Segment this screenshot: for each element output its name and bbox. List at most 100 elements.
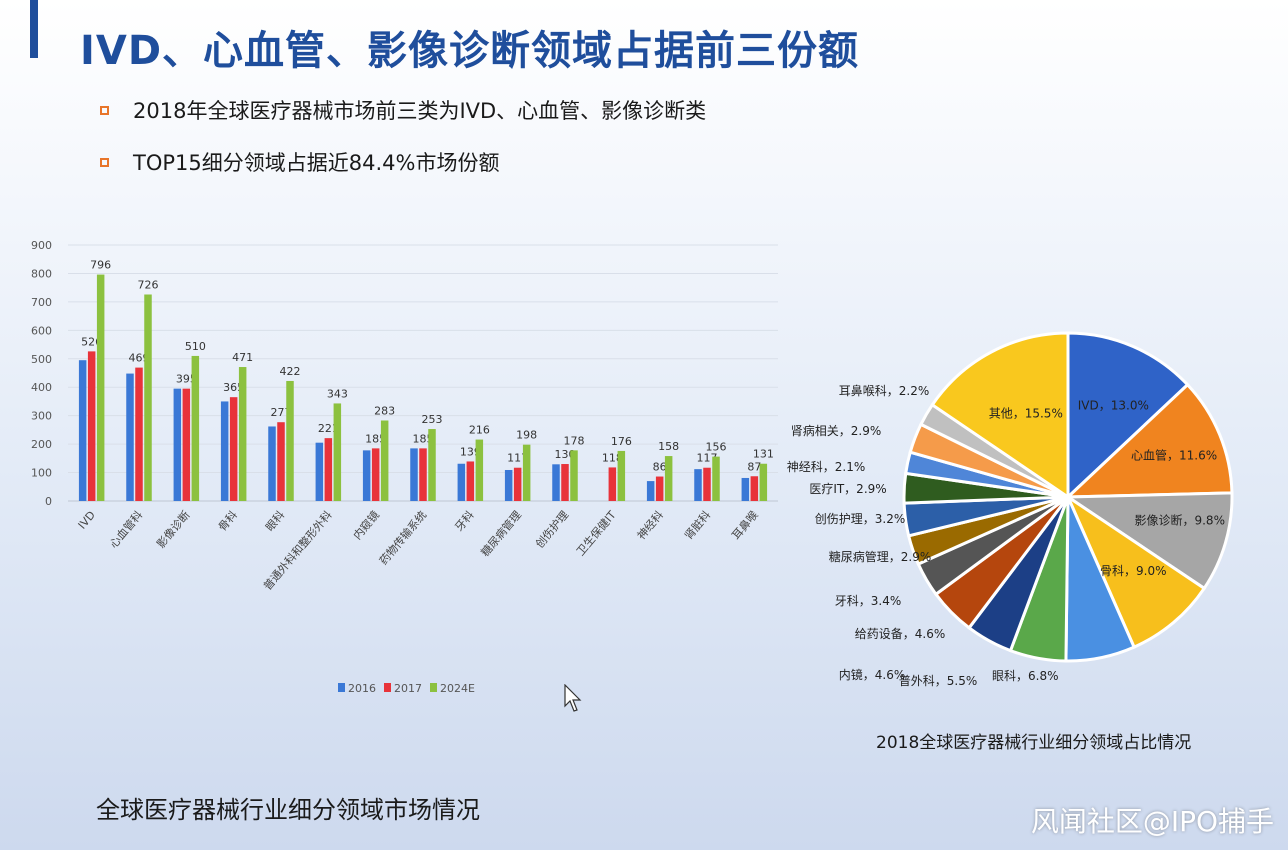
data-label: 86 bbox=[653, 461, 667, 474]
bullet-text: 2018年全球医疗器械市场前三类为IVD、心血管、影像诊断类 bbox=[133, 99, 707, 123]
bar-2016 bbox=[173, 388, 182, 501]
pie-data-label: 牙科，3.4% bbox=[835, 594, 902, 608]
data-label: 422 bbox=[280, 365, 301, 378]
y-tick-label: 100 bbox=[31, 467, 52, 480]
legend-swatch bbox=[430, 683, 437, 692]
bar-2024E bbox=[570, 450, 578, 501]
y-tick-label: 900 bbox=[31, 239, 52, 252]
bar-2017 bbox=[182, 388, 191, 501]
bar-2016 bbox=[315, 442, 324, 501]
pie-slice bbox=[1063, 491, 1234, 591]
bar-2024E bbox=[238, 367, 247, 501]
pie-data-label: 心血管，11.6% bbox=[1131, 448, 1217, 463]
bar-2016 bbox=[268, 426, 276, 501]
data-label: 131 bbox=[753, 448, 774, 461]
bar-2017 bbox=[229, 397, 238, 501]
legend-swatch bbox=[338, 683, 345, 692]
y-tick-label: 0 bbox=[45, 495, 52, 508]
pie-data-label: 给药设备，4.6% bbox=[855, 627, 946, 641]
bar-2017 bbox=[277, 422, 285, 501]
pie-data-label: 神经科，2.1% bbox=[787, 460, 866, 474]
data-label: 198 bbox=[516, 429, 537, 442]
y-tick-label: 200 bbox=[31, 438, 52, 451]
data-label: 726 bbox=[138, 278, 159, 291]
bullet-text: TOP15细分领域占据近84.4%市场份额 bbox=[133, 151, 500, 175]
pie-data-label: 糖尿病管理，2.9% bbox=[829, 549, 932, 564]
bar-2017 bbox=[371, 448, 380, 501]
bar-2024E bbox=[664, 456, 673, 501]
bar-2016 bbox=[504, 469, 513, 501]
page-title: IVD、心血管、影像诊断领域占据前三份额 bbox=[80, 28, 860, 74]
x-tick-label: 骨科 bbox=[215, 508, 240, 534]
pie-slice bbox=[1066, 331, 1190, 501]
bullet-list: 2018年全球医疗器械市场前三类为IVD、心血管、影像诊断类 TOP15细分领域… bbox=[100, 84, 706, 188]
pie-data-label: 医疗IT，2.9% bbox=[809, 482, 886, 496]
x-tick-label: 耳鼻喉 bbox=[729, 508, 761, 542]
bar-2024E bbox=[475, 439, 484, 501]
mouse-cursor-icon bbox=[564, 684, 582, 712]
bar-2016 bbox=[362, 450, 371, 501]
bullet-item: TOP15细分领域占据近84.4%市场份额 bbox=[100, 136, 706, 188]
y-tick-label: 700 bbox=[31, 296, 52, 309]
bar-2016 bbox=[457, 463, 466, 501]
watermark-text: 风闻社区@IPO捕手 bbox=[1030, 805, 1274, 838]
bar-2017 bbox=[655, 476, 664, 501]
bar-2017 bbox=[466, 461, 475, 501]
bar-2017 bbox=[419, 448, 427, 501]
bar-2024E bbox=[144, 294, 152, 501]
bar-2016 bbox=[694, 469, 702, 501]
legend-label: 2017 bbox=[394, 682, 422, 695]
bar-2017 bbox=[703, 467, 711, 501]
x-tick-label: 神经科 bbox=[634, 508, 666, 542]
bar-2017 bbox=[750, 476, 759, 501]
x-tick-label: 影像诊断 bbox=[154, 508, 193, 551]
data-label: 796 bbox=[90, 259, 111, 272]
data-label: 178 bbox=[564, 434, 585, 447]
y-tick-label: 300 bbox=[31, 410, 52, 423]
bar-2017 bbox=[135, 367, 143, 501]
pie-chart-caption: 2018全球医疗器械行业细分领域占比情况 bbox=[876, 733, 1192, 753]
pie-data-label: 耳鼻喉科，2.2% bbox=[839, 383, 930, 398]
pie-data-label: 影像诊断，9.8% bbox=[1134, 512, 1225, 527]
pie-data-label: 普外科，5.5% bbox=[899, 674, 978, 688]
legend-swatch bbox=[384, 683, 391, 692]
data-label: 176 bbox=[611, 435, 632, 448]
bar-2017 bbox=[324, 438, 333, 501]
x-tick-label: 眼科 bbox=[262, 508, 287, 534]
bar-2024E bbox=[286, 380, 294, 501]
data-label: 158 bbox=[658, 440, 679, 453]
data-label: 343 bbox=[327, 387, 348, 400]
legend-label: 2016 bbox=[348, 682, 376, 695]
x-tick-label: 心血管科 bbox=[106, 508, 145, 551]
y-tick-label: 400 bbox=[31, 381, 52, 394]
pie-slice bbox=[1064, 382, 1234, 499]
bar-2024E bbox=[96, 274, 105, 501]
bar-2016 bbox=[220, 401, 229, 501]
data-label: 283 bbox=[374, 405, 395, 418]
pie-data-label: 眼科，6.8% bbox=[992, 669, 1059, 683]
pie-data-label: 内镜，4.6% bbox=[839, 667, 906, 682]
data-label: 87 bbox=[747, 460, 761, 473]
pie-data-label: 创伤护理，3.2% bbox=[815, 512, 906, 526]
bar-2016 bbox=[410, 448, 418, 501]
x-tick-label: 创伤护理 bbox=[532, 508, 571, 551]
bar-2016 bbox=[552, 464, 560, 501]
x-tick-label: 牙科 bbox=[452, 508, 477, 534]
data-label: 471 bbox=[232, 351, 253, 364]
bar-2024E bbox=[191, 355, 200, 501]
bar-2024E bbox=[333, 403, 342, 501]
square-bullet-icon bbox=[100, 157, 109, 167]
pie-data-label: 其他，15.5% bbox=[989, 406, 1063, 420]
legend-label: 2024E bbox=[440, 682, 475, 695]
pie-data-label: 骨科，9.0% bbox=[1100, 564, 1167, 578]
data-label: 510 bbox=[185, 340, 206, 353]
bar-2016 bbox=[78, 360, 87, 501]
bar-2024E bbox=[712, 456, 720, 501]
bar-chart: 0100200300400500600700800900526796IVD469… bbox=[31, 239, 778, 695]
bullet-item: 2018年全球医疗器械市场前三类为IVD、心血管、影像诊断类 bbox=[100, 84, 706, 136]
pie-slice bbox=[930, 331, 1070, 500]
data-label: 216 bbox=[469, 424, 490, 437]
y-tick-label: 600 bbox=[31, 324, 52, 337]
x-tick-label: 肾脏科 bbox=[681, 508, 713, 542]
bar-2017 bbox=[608, 467, 617, 501]
